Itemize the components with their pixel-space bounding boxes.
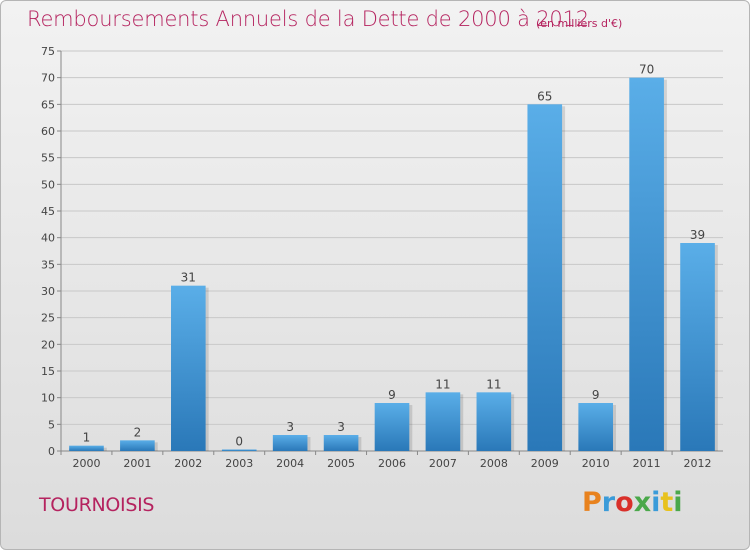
y-tick-label: 5: [48, 418, 55, 431]
bar-2010: [578, 403, 614, 451]
y-tick-label: 75: [41, 45, 55, 58]
logo-letter: P: [582, 487, 602, 518]
x-tick-label: 2004: [276, 457, 304, 470]
data-label: 65: [537, 89, 552, 103]
logo-letter: t: [660, 487, 674, 518]
data-label: 3: [286, 420, 294, 434]
data-label: 31: [181, 271, 196, 285]
bar-2011: [629, 77, 664, 452]
x-tick-label: 2007: [429, 457, 457, 470]
y-tick-label: 25: [41, 312, 55, 325]
y-tick-label: 40: [41, 232, 55, 245]
bar-2008: [476, 392, 512, 451]
bar-2005: [323, 435, 359, 451]
x-tick-label: 2003: [225, 457, 253, 470]
x-tick-label: 2006: [378, 457, 406, 470]
bar-2003: [221, 449, 257, 451]
logo-letter: i: [651, 487, 661, 518]
y-tick-label: 0: [48, 445, 55, 458]
chart-subtitle: (en milliers d'€): [536, 17, 623, 30]
logo-letter: x: [633, 487, 652, 518]
logo-letter: o: [615, 487, 634, 518]
data-label: 39: [690, 228, 705, 242]
x-tick-label: 2008: [480, 457, 508, 470]
x-tick-label: 2005: [327, 457, 355, 470]
proxiti-logo: Proxiti: [582, 487, 683, 518]
x-tick-label: 2011: [633, 457, 661, 470]
x-tick-label: 2000: [72, 457, 100, 470]
data-label: 70: [639, 63, 654, 77]
y-tick-label: 70: [41, 72, 55, 85]
y-tick-label: 45: [41, 205, 55, 218]
data-label: 11: [486, 377, 501, 391]
bar-2012: [680, 243, 715, 451]
x-tick-label: 2001: [123, 457, 151, 470]
y-tick-label: 55: [41, 152, 55, 165]
data-label: 11: [435, 377, 450, 391]
x-tick-label: 2012: [684, 457, 712, 470]
logo-letter: i: [673, 487, 683, 518]
data-label: 9: [388, 388, 396, 402]
y-tick-label: 10: [41, 392, 55, 405]
data-label: 3: [337, 420, 345, 434]
y-tick-label: 35: [41, 258, 55, 271]
commune-name: TOURNOISIS: [39, 494, 155, 516]
y-tick-label: 50: [41, 178, 55, 191]
y-tick-label: 60: [41, 125, 55, 138]
data-label: 1: [83, 431, 91, 445]
y-tick-label: 30: [41, 285, 55, 298]
data-label: 9: [592, 388, 600, 402]
x-tick-label: 2010: [582, 457, 610, 470]
bar-2007: [425, 392, 461, 451]
chart-title: Remboursements Annuels de la Dette de 20…: [27, 7, 589, 31]
data-label: 0: [235, 435, 243, 449]
bar-2006: [374, 403, 410, 451]
data-label: 2: [134, 425, 142, 439]
bar-2001: [120, 440, 155, 451]
x-tick-label: 2002: [174, 457, 202, 470]
bar-2009: [527, 104, 563, 451]
bar-2002: [170, 285, 206, 451]
bars: [69, 77, 718, 452]
bar-2004: [272, 435, 308, 451]
y-tick-label: 20: [41, 338, 55, 351]
x-tick-label: 2009: [531, 457, 559, 470]
bar-2000: [69, 445, 104, 451]
y-tick-label: 15: [41, 365, 55, 378]
logo-letter: r: [601, 487, 616, 518]
y-tick-label: 65: [41, 98, 55, 111]
